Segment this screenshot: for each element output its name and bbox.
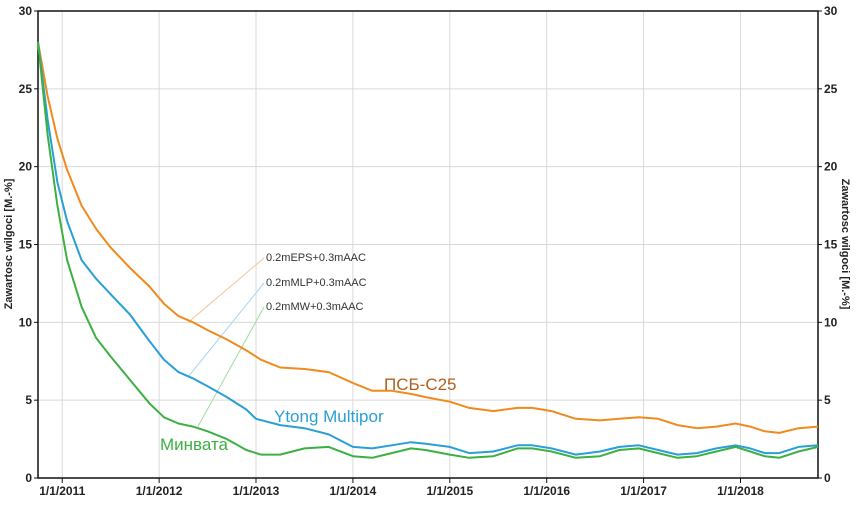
series-label-psb: ПСБ-С25 xyxy=(384,375,457,394)
y-tick-label-right: 20 xyxy=(824,160,838,174)
annotation-mlp: 0.2mMLP+0.3mAAC xyxy=(266,277,367,289)
y-tick-label-left: 10 xyxy=(19,315,33,329)
y-axis-right-title: Zawartosc wilgoci [M.-%] xyxy=(839,179,851,310)
y-tick-label-left: 30 xyxy=(19,4,33,18)
series-label-minvata: Минвата xyxy=(160,435,229,454)
x-tick-label: 1/1/2018 xyxy=(717,484,764,498)
annotation-leader-0 xyxy=(187,257,265,323)
x-tick-label: 1/1/2015 xyxy=(426,484,473,498)
grid xyxy=(38,11,818,478)
x-axis: 1/1/2011 1/1/2012 1/1/2013 1/1/2014 1/1/2015… xyxy=(39,478,764,498)
annotation-mw: 0.2mMW+0.3mAAC xyxy=(266,301,364,313)
series-line-0 xyxy=(37,41,819,434)
x-tick-label: 1/1/2014 xyxy=(330,484,377,498)
x-tick-label: 1/1/2016 xyxy=(523,484,570,498)
series-line-2 xyxy=(37,41,819,459)
y-tick-label-right: 10 xyxy=(824,315,838,329)
annotation-eps: 0.2mEPS+0.3mAAC xyxy=(266,252,366,264)
y-tick-label-left: 25 xyxy=(19,82,33,96)
annotation-leaders xyxy=(187,257,265,427)
y-tick-label-right: 0 xyxy=(824,471,831,485)
y-tick-label-right: 25 xyxy=(824,82,838,96)
y-tick-label-left: 20 xyxy=(19,160,33,174)
y-tick-label-right: 15 xyxy=(824,238,838,252)
y-axis-left: 0 5 10 15 20 25 30 xyxy=(19,4,38,485)
series-label-ytong: Ytong Multipor xyxy=(274,407,384,426)
y-axis-right: 0 5 10 15 20 25 30 xyxy=(818,4,838,485)
x-tick-label: 1/1/2012 xyxy=(136,484,183,498)
x-tick-label: 1/1/2017 xyxy=(620,484,667,498)
series-lines xyxy=(37,41,819,459)
x-tick-label: 1/1/2011 xyxy=(39,484,85,498)
annotation-leader-2 xyxy=(197,306,265,427)
series-line-1 xyxy=(37,41,819,456)
y-tick-label-right: 5 xyxy=(824,393,831,407)
x-tick-label: 1/1/2013 xyxy=(233,484,280,498)
annotation-leader-1 xyxy=(187,282,265,378)
y-tick-label-right: 30 xyxy=(824,4,838,18)
y-axis-left-title: Zawartosc wilgoci [M.-%] xyxy=(3,178,15,309)
y-tick-label-left: 5 xyxy=(25,393,32,407)
y-tick-label-left: 15 xyxy=(19,238,33,252)
y-tick-label-left: 0 xyxy=(25,471,32,485)
